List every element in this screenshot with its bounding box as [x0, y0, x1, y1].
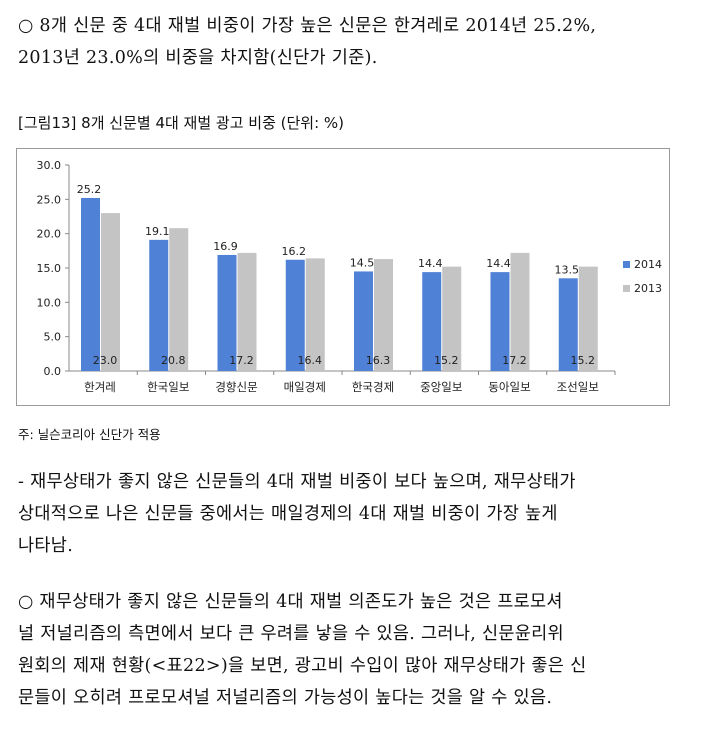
data-label-2013: 15.2 — [434, 354, 459, 367]
paragraph-1: ○ 8개 신문 중 4대 재벌 비중이 가장 높은 신문은 한겨레로 2014년… — [18, 10, 686, 74]
paragraph-line: 나타남. — [18, 536, 74, 556]
data-label-2014: 25.2 — [77, 183, 102, 196]
paragraph-2: - 재무상태가 좋지 않은 신문들의 4대 재벌 비중이 보다 높으며, 재무상… — [18, 466, 686, 562]
data-label-2014: 14.5 — [350, 256, 375, 269]
x-tick-label: 한국경제 — [352, 380, 394, 394]
paragraph-line: ○ 8개 신문 중 4대 재벌 비중이 가장 높은 신문은 한겨레로 2014년… — [18, 16, 597, 36]
chart-canvas: 0.0 5.0 10.0 15.0 20.0 25.0 30.0 25.2 23.0 한겨레 19.… — [37, 159, 663, 394]
paragraph-line: 상대적으로 나은 신문들 중에서는 매일경제의 4대 재벌 비중이 가장 높게 — [18, 504, 558, 524]
legend-swatch — [623, 261, 630, 268]
y-tick-label: 10.0 — [37, 296, 62, 309]
legend-label: 2014 — [634, 258, 662, 271]
bar-2013 — [101, 213, 120, 371]
data-label-2014: 16.2 — [282, 245, 307, 258]
bar-2013 — [442, 266, 462, 371]
bar-2014 — [558, 278, 578, 371]
legend-label: 2013 — [634, 282, 662, 295]
bar-2014 — [354, 271, 373, 371]
paragraph-line: 널 저널리즘의 측면에서 보다 큰 우려를 낳을 수 있음. 그러나, 신문윤리… — [18, 624, 564, 644]
bar-2013 — [374, 259, 393, 371]
x-tick-label: 동아일보 — [488, 380, 530, 394]
x-tick-label: 한겨레 — [84, 380, 116, 394]
y-tick-label: 30.0 — [37, 159, 62, 172]
bar-2014 — [285, 259, 305, 371]
bar-2014 — [422, 272, 442, 371]
data-label-2014: 14.4 — [418, 257, 443, 270]
x-tick-label: 매일경제 — [284, 380, 326, 394]
data-label-2013: 16.4 — [298, 354, 323, 367]
bar-2013 — [510, 252, 530, 371]
data-label-2013: 20.8 — [161, 354, 186, 367]
data-label-2013: 16.3 — [366, 354, 391, 367]
x-tick-label: 조선일보 — [557, 380, 599, 394]
y-tick-label: 5.0 — [44, 331, 62, 344]
x-tick-label: 한국일보 — [147, 380, 189, 394]
bar-2014 — [490, 272, 510, 371]
paragraph-line: 문들이 오히려 프로모셔널 저널리즘의 가능성이 높다는 것을 알 수 있음. — [18, 688, 553, 708]
bar-2013 — [169, 228, 189, 371]
legend-swatch — [623, 285, 630, 292]
y-tick-label: 0.0 — [44, 365, 62, 378]
source-note: 주: 닐슨코리아 신단가 적용 — [18, 427, 161, 442]
bar-2013 — [237, 252, 257, 371]
paragraph-line: ○ 재무상태가 좋지 않은 신문들의 4대 재벌 의존도가 높은 것은 프로모셔 — [18, 592, 563, 612]
figure-caption: [그림13] 8개 신문별 4대 재벌 광고 비중 (단위: %) — [18, 114, 345, 132]
data-label-2013: 17.2 — [229, 354, 254, 367]
data-label-2013: 15.2 — [571, 354, 596, 367]
y-tick-label: 15.0 — [37, 262, 62, 275]
bar-chart: 0.0 5.0 10.0 15.0 20.0 25.0 30.0 25.2 23.0 한겨레 19.… — [16, 148, 670, 406]
bar-2014 — [149, 239, 169, 371]
x-tick-label: 경향신문 — [215, 380, 257, 394]
data-label-2014: 16.9 — [213, 240, 238, 253]
data-label-2013: 17.2 — [502, 354, 527, 367]
data-label-2014: 13.5 — [555, 263, 580, 276]
y-tick-label: 25.0 — [37, 193, 62, 206]
bar-2014 — [81, 197, 100, 371]
paragraph-line: - 재무상태가 좋지 않은 신문들의 4대 재벌 비중이 보다 높으며, 재무상… — [18, 472, 576, 492]
y-tick-label: 20.0 — [37, 228, 62, 241]
data-label-2013: 23.0 — [93, 354, 118, 367]
data-label-2014: 14.4 — [486, 257, 511, 270]
paragraph-line: 2013년 23.0%의 비중을 차지함(신단가 기준). — [18, 48, 378, 68]
bar-2013 — [305, 258, 325, 371]
x-tick-label: 중앙일보 — [420, 380, 462, 394]
data-label-2014: 19.1 — [145, 225, 170, 238]
bar-2014 — [217, 254, 237, 371]
bar-2013 — [578, 266, 598, 371]
paragraph-line: 원회의 제재 현황(<표22>)을 보면, 광고비 수입이 많아 재무상태가 좋… — [18, 656, 587, 676]
paragraph-3: ○ 재무상태가 좋지 않은 신문들의 4대 재벌 의존도가 높은 것은 프로모셔… — [18, 586, 686, 714]
